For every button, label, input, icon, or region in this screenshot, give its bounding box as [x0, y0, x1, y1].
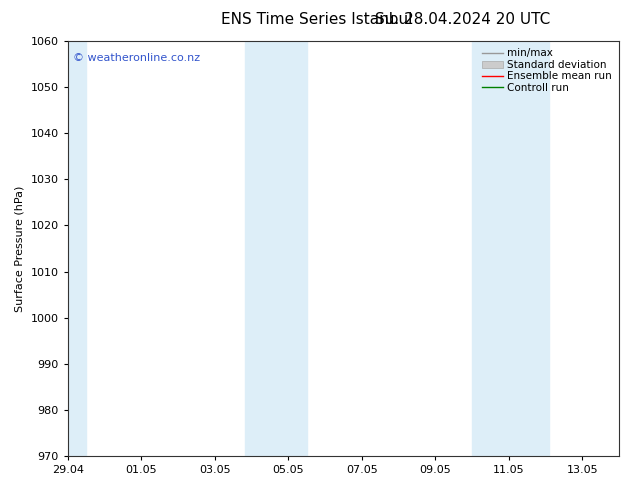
- Bar: [245, 41, 307, 456]
- Text: Su. 28.04.2024 20 UTC: Su. 28.04.2024 20 UTC: [375, 12, 550, 27]
- Legend: min/max, Standard deviation, Ensemble mean run, Controll run: min/max, Standard deviation, Ensemble me…: [480, 46, 614, 95]
- Bar: [68, 41, 86, 456]
- Y-axis label: Surface Pressure (hPa): Surface Pressure (hPa): [15, 185, 25, 312]
- Bar: [472, 41, 549, 456]
- Text: © weatheronline.co.nz: © weatheronline.co.nz: [73, 53, 200, 64]
- Text: ENS Time Series Istanbul: ENS Time Series Istanbul: [221, 12, 413, 27]
